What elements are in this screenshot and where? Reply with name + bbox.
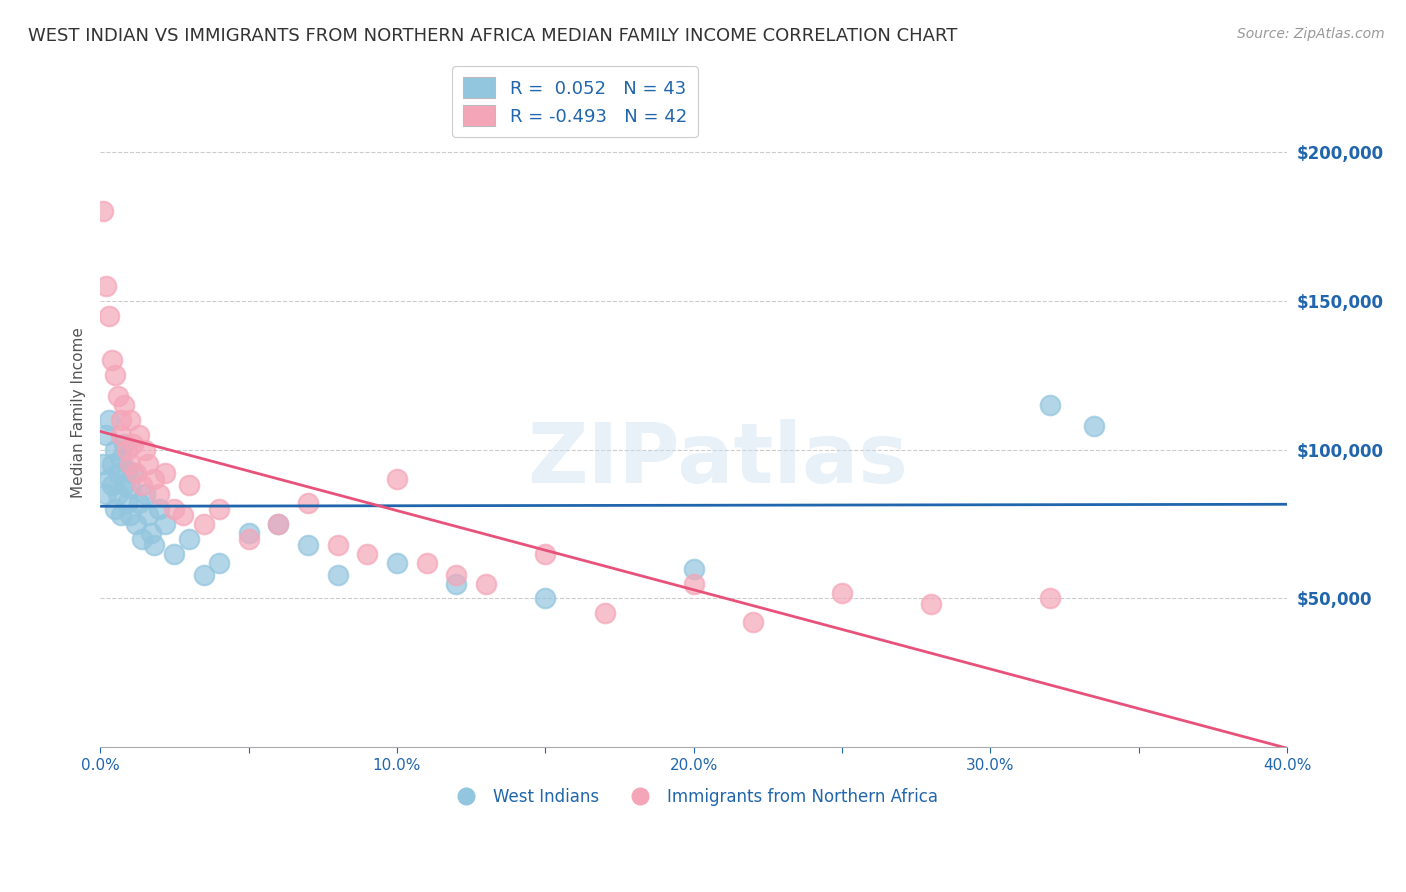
Point xyxy=(267,516,290,531)
Point xyxy=(104,442,127,457)
Point xyxy=(179,532,201,546)
Point xyxy=(139,526,162,541)
Point xyxy=(534,591,557,606)
Point xyxy=(326,567,349,582)
Point xyxy=(238,532,260,546)
Point xyxy=(356,547,378,561)
Point xyxy=(131,478,153,492)
Point xyxy=(163,502,186,516)
Point xyxy=(682,576,704,591)
Y-axis label: Median Family Income: Median Family Income xyxy=(72,327,86,498)
Point xyxy=(98,413,121,427)
Point xyxy=(593,607,616,621)
Point xyxy=(112,398,135,412)
Point xyxy=(98,309,121,323)
Point xyxy=(415,556,437,570)
Point xyxy=(98,472,121,486)
Point xyxy=(267,516,290,531)
Point xyxy=(91,204,114,219)
Point xyxy=(142,538,165,552)
Point xyxy=(297,538,319,552)
Point xyxy=(110,508,132,522)
Point xyxy=(920,598,942,612)
Point xyxy=(326,538,349,552)
Point xyxy=(148,487,170,501)
Point xyxy=(107,389,129,403)
Point xyxy=(112,436,135,450)
Text: Source: ZipAtlas.com: Source: ZipAtlas.com xyxy=(1237,27,1385,41)
Point xyxy=(104,502,127,516)
Point xyxy=(121,436,143,450)
Point xyxy=(125,516,148,531)
Point xyxy=(128,496,150,510)
Point xyxy=(742,615,765,630)
Point xyxy=(91,458,114,472)
Point xyxy=(148,502,170,516)
Point xyxy=(118,508,141,522)
Point xyxy=(115,442,138,457)
Point xyxy=(193,516,215,531)
Text: ZIPatlas: ZIPatlas xyxy=(527,418,908,500)
Point xyxy=(110,451,132,466)
Point xyxy=(136,508,159,522)
Point xyxy=(118,413,141,427)
Point xyxy=(179,478,201,492)
Point xyxy=(131,532,153,546)
Point xyxy=(155,467,177,481)
Point xyxy=(134,442,156,457)
Point xyxy=(172,508,194,522)
Point xyxy=(163,547,186,561)
Point xyxy=(1039,591,1062,606)
Text: WEST INDIAN VS IMMIGRANTS FROM NORTHERN AFRICA MEDIAN FAMILY INCOME CORRELATION : WEST INDIAN VS IMMIGRANTS FROM NORTHERN … xyxy=(28,27,957,45)
Point xyxy=(136,458,159,472)
Point xyxy=(1083,418,1105,433)
Point xyxy=(831,585,853,599)
Point xyxy=(101,458,124,472)
Point xyxy=(475,576,498,591)
Point xyxy=(193,567,215,582)
Point xyxy=(94,278,117,293)
Point xyxy=(110,427,132,442)
Point xyxy=(385,556,408,570)
Point xyxy=(112,478,135,492)
Point xyxy=(101,353,124,368)
Point xyxy=(107,487,129,501)
Legend: West Indians, Immigrants from Northern Africa: West Indians, Immigrants from Northern A… xyxy=(443,781,945,813)
Point xyxy=(444,576,467,591)
Point xyxy=(1039,398,1062,412)
Point xyxy=(385,472,408,486)
Point xyxy=(134,487,156,501)
Point xyxy=(208,502,231,516)
Point xyxy=(118,481,141,495)
Point xyxy=(444,567,467,582)
Point xyxy=(104,368,127,383)
Point xyxy=(101,478,124,492)
Point xyxy=(110,413,132,427)
Point xyxy=(238,526,260,541)
Point xyxy=(118,458,141,472)
Point xyxy=(94,487,117,501)
Point xyxy=(142,472,165,486)
Point xyxy=(125,467,148,481)
Point xyxy=(121,467,143,481)
Point xyxy=(115,463,138,477)
Point xyxy=(534,547,557,561)
Point xyxy=(297,496,319,510)
Point xyxy=(155,516,177,531)
Point xyxy=(107,467,129,481)
Point xyxy=(208,556,231,570)
Point xyxy=(94,427,117,442)
Point xyxy=(682,562,704,576)
Point xyxy=(115,496,138,510)
Point xyxy=(128,427,150,442)
